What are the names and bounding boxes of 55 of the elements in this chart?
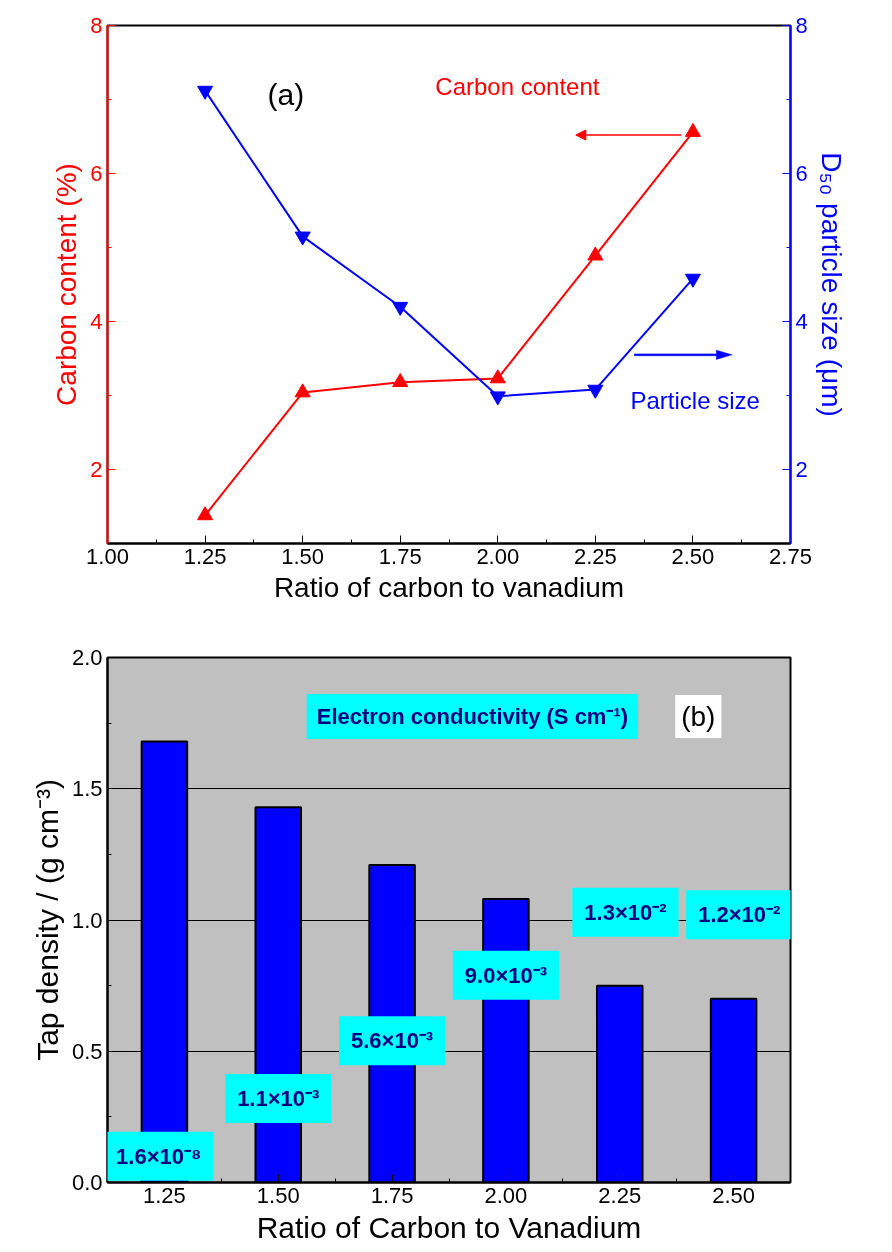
y2-tick-label: 8 — [795, 13, 808, 38]
x-tick-label: 2.50 — [712, 1182, 755, 1208]
x-tick-label: 1.00 — [86, 543, 129, 569]
point — [392, 373, 409, 388]
y-tick-label: 0.0 — [71, 1170, 103, 1195]
y-tick-label: 4 — [90, 309, 103, 334]
point — [587, 384, 604, 399]
x-tick-label: 2.00 — [476, 543, 520, 569]
point — [489, 369, 506, 384]
x-tick-label: 1.50 — [281, 543, 325, 569]
y-tick-label: 2.0 — [71, 645, 103, 670]
annotation: 1.6×10⁻⁸ — [116, 1143, 202, 1169]
x-axis-title: Ratio of carbon to vanadium — [273, 571, 625, 603]
annotation: 5.6×10⁻³ — [350, 1028, 434, 1054]
y2-tick-label: 6 — [795, 161, 808, 186]
x-tick-label: 1.75 — [378, 543, 422, 569]
annotation: (a) — [267, 77, 305, 111]
annotation: (b) — [681, 701, 716, 733]
y2-axis-title: D₅₀ particle size (μm) — [815, 152, 847, 417]
point — [392, 301, 409, 316]
point — [489, 391, 506, 406]
x-tick-label: 1.25 — [143, 1182, 186, 1208]
annotation: Electron conductivity (S cm⁻¹) — [316, 704, 629, 730]
point — [587, 246, 604, 261]
x-tick-label: 2.25 — [598, 1182, 642, 1208]
x-tick-label: 1.75 — [370, 1182, 414, 1208]
point — [294, 383, 311, 398]
point — [197, 506, 214, 521]
point — [294, 231, 311, 246]
x-axis-title: Ratio of Carbon to Vanadium — [256, 1210, 642, 1244]
x-tick-label: 2.50 — [671, 543, 715, 569]
y2-tick-label: 2 — [795, 457, 808, 482]
x-tick-label: 2.75 — [769, 543, 812, 569]
annotation: 1.3×10⁻² — [584, 899, 667, 925]
annotation: 1.1×10⁻³ — [237, 1086, 320, 1111]
y-tick-label: 8 — [90, 13, 103, 38]
y-tick-label: 1.0 — [71, 907, 103, 933]
legend-label: Particle size — [630, 387, 760, 414]
y-axis-title: Tap density / (g cm⁻³) — [30, 779, 64, 1061]
x-tick-label: 2.00 — [484, 1182, 528, 1208]
y2-tick-label: 4 — [795, 309, 808, 334]
y-tick-label: 6 — [90, 161, 103, 186]
y-axis-title: Carbon content (%) — [51, 163, 83, 406]
annotation: 1.2×10⁻² — [698, 902, 781, 928]
y-tick-label: 2 — [90, 457, 103, 482]
point — [684, 122, 701, 137]
y-tick-label: 0.5 — [71, 1038, 103, 1064]
point — [197, 85, 214, 100]
x-tick-label: 1.50 — [256, 1182, 300, 1208]
x-tick-label: 1.25 — [183, 543, 227, 569]
text: Carbon content — [435, 72, 600, 100]
point — [684, 273, 701, 288]
x-tick-label: 2.25 — [573, 543, 617, 569]
annotation: 9.0×10⁻³ — [464, 962, 548, 988]
y-tick-label: 1.5 — [71, 776, 103, 802]
